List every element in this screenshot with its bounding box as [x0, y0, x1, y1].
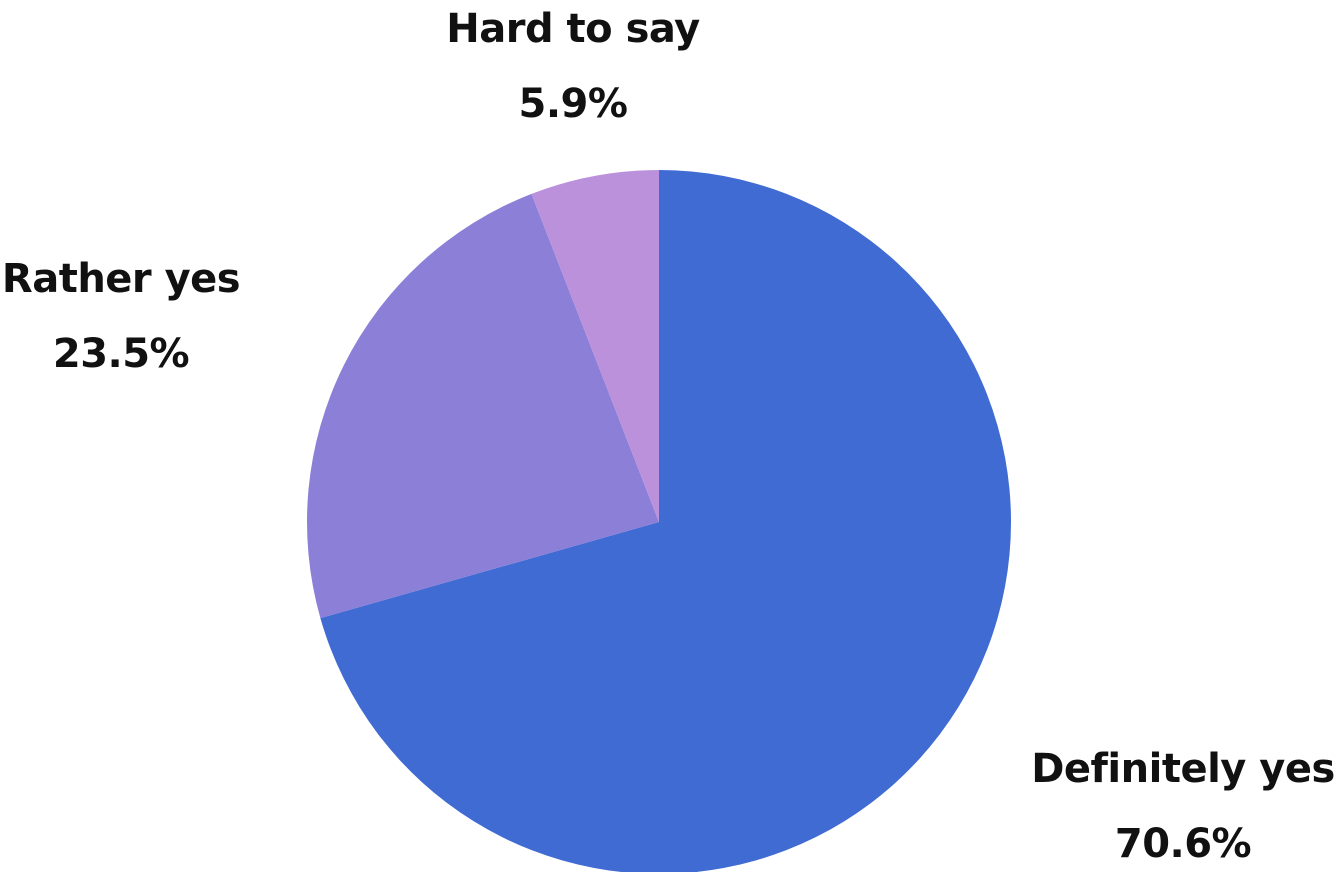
pie-labels: Definitely yes 70.6% Rather yes 23.5% Hard t… [2, 6, 1335, 867]
slice-label-rather-yes: Rather yes [2, 256, 240, 302]
pie-slice-rather-yes [307, 193, 659, 619]
pie-slices [307, 170, 1011, 872]
pie-slice-definitely-yes [320, 170, 1011, 872]
slice-value-definitely-yes: 70.6% [1115, 821, 1251, 867]
slice-value-rather-yes: 23.5% [53, 331, 189, 377]
pie-slice-hard-to-say [531, 170, 659, 522]
slice-label-definitely-yes: Definitely yes [1031, 746, 1335, 792]
slice-value-hard-to-say: 5.9% [519, 81, 628, 127]
slice-label-hard-to-say: Hard to say [446, 6, 700, 52]
